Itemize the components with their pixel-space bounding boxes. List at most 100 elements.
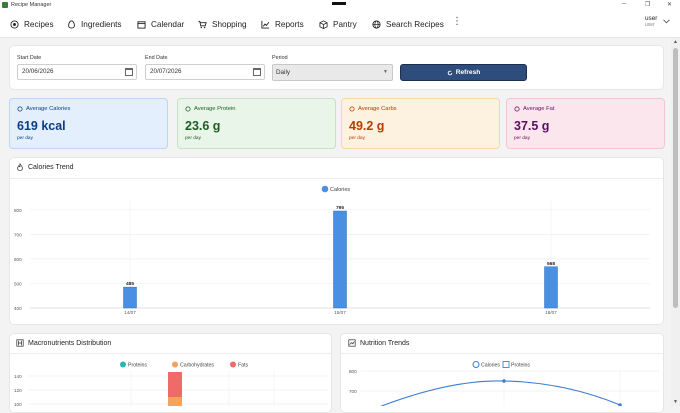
refresh-label: Refresh bbox=[455, 69, 481, 76]
stat-card-average-fat: Average Fat 37.5 g per day bbox=[506, 98, 665, 149]
window-titlebar: Recipe Manager ─ ❐ ✕ bbox=[0, 0, 680, 10]
nav-recipes[interactable]: Recipes bbox=[10, 17, 54, 31]
y-tick-label: 500 bbox=[14, 281, 22, 286]
calendar-icon[interactable] bbox=[253, 68, 261, 76]
period-value: Daily bbox=[276, 69, 290, 76]
legend-label: Proteins bbox=[511, 363, 530, 369]
globe-icon bbox=[372, 19, 381, 29]
legend-label: Proteins bbox=[128, 363, 147, 369]
calendar-icon[interactable] bbox=[125, 68, 133, 76]
nav-label: Recipes bbox=[24, 19, 54, 29]
chevron-down-icon[interactable] bbox=[663, 19, 670, 24]
start-date-value: 20/06/2026 bbox=[22, 68, 54, 75]
top-nav: Recipes Ingredients Calendar Shopping Re… bbox=[0, 10, 680, 38]
close-button[interactable]: ✕ bbox=[667, 2, 673, 8]
divider bbox=[341, 353, 663, 354]
nutrition-icon bbox=[16, 339, 24, 347]
stat-label: Average Protein bbox=[194, 106, 236, 112]
bread-icon bbox=[349, 106, 355, 112]
nav-calendar[interactable]: Calendar bbox=[137, 17, 184, 31]
nav-label: Calendar bbox=[151, 19, 185, 29]
nav-search-recipes[interactable]: Search Recipes bbox=[372, 17, 444, 31]
macronutrients-chart: Proteins Carbohydrates Fats 100 120 140 bbox=[14, 361, 328, 406]
series-line bbox=[380, 380, 621, 406]
y-tick-label: 800 bbox=[349, 369, 357, 374]
stat-label-row: Average Carbs bbox=[349, 106, 397, 112]
nav-shopping[interactable]: Shopping bbox=[198, 17, 247, 31]
scrollbar-thumb[interactable] bbox=[673, 48, 678, 308]
end-date-label: End Date bbox=[145, 55, 168, 61]
scroll-down-icon[interactable]: ▼ bbox=[673, 399, 678, 405]
period-select[interactable]: Daily ▼ bbox=[272, 64, 393, 81]
nav-label: Shopping bbox=[212, 19, 247, 29]
legend-swatch bbox=[230, 361, 236, 368]
stat-value: 37.5 g bbox=[514, 119, 550, 133]
minimize-button[interactable]: ─ bbox=[622, 1, 627, 7]
data-label: 485 bbox=[126, 281, 134, 287]
circle-dot-icon bbox=[10, 19, 19, 29]
app-icon bbox=[2, 2, 8, 8]
nav-label: Search Recipes bbox=[386, 19, 444, 29]
cart-icon bbox=[198, 20, 207, 28]
refresh-button[interactable]: Refresh bbox=[400, 64, 527, 81]
stat-sub: per day bbox=[17, 136, 33, 141]
calories-trend-title: Calories Trend bbox=[16, 163, 74, 171]
calories-chart: Calories 400 500 600 700 800 485 14/07 795 15/07 5… bbox=[14, 185, 650, 315]
flame-icon bbox=[17, 163, 23, 171]
x-tick-label: 15/07 bbox=[334, 310, 346, 315]
stat-value: 619 kcal bbox=[17, 119, 66, 133]
stat-sub: per day bbox=[349, 136, 365, 141]
data-point bbox=[502, 379, 506, 383]
data-label: 795 bbox=[336, 205, 344, 211]
stat-label-row: Average Calories bbox=[17, 106, 70, 112]
nav-pantry[interactable]: Pantry bbox=[319, 17, 357, 31]
maximize-button[interactable]: ❐ bbox=[645, 2, 651, 8]
flame-icon bbox=[17, 106, 23, 112]
leaf-icon bbox=[185, 106, 191, 112]
x-tick-label: 14/07 bbox=[124, 310, 136, 315]
legend-swatch bbox=[472, 361, 480, 368]
stat-label: Average Calories bbox=[26, 106, 71, 112]
window-title: Recipe Manager bbox=[11, 2, 52, 8]
page-scrollbar[interactable]: ▲ ▼ bbox=[671, 38, 680, 406]
egg-icon bbox=[68, 19, 75, 29]
macronutrients-title: Macronutrients Distribution bbox=[16, 339, 111, 347]
period-label: Period bbox=[272, 55, 288, 61]
nav-reports[interactable]: Reports bbox=[261, 17, 304, 31]
nutrition-trends-title: Nutrition Trends bbox=[348, 339, 409, 347]
legend-label: Fats bbox=[238, 363, 248, 369]
titlebar-marker bbox=[332, 2, 346, 5]
chart-line-icon bbox=[261, 20, 270, 29]
start-date-field[interactable]: 20/06/2026 bbox=[17, 64, 137, 80]
y-tick-label: 100 bbox=[14, 402, 22, 406]
stat-label: Average Fat bbox=[523, 106, 555, 112]
calendar-icon bbox=[137, 20, 146, 29]
section-title-text: Calories Trend bbox=[28, 163, 74, 171]
stat-card-average-calories: Average Calories 619 kcal per day bbox=[9, 98, 168, 149]
box-icon bbox=[319, 19, 328, 29]
stat-value: 49.2 g bbox=[349, 119, 385, 133]
user-menu[interactable]: user user bbox=[645, 15, 657, 29]
nav-label: Reports bbox=[275, 19, 304, 29]
end-date-field[interactable]: 20/07/2026 bbox=[145, 64, 265, 80]
legend-label: Calories bbox=[330, 187, 350, 193]
stat-sub: per day bbox=[514, 136, 530, 141]
section-title-text: Nutrition Trends bbox=[360, 339, 410, 347]
legend-swatch bbox=[321, 185, 329, 193]
scroll-up-icon[interactable]: ▲ bbox=[673, 39, 678, 45]
bar bbox=[123, 286, 137, 309]
stat-card-average-protein: Average Protein 23.6 g per day bbox=[177, 98, 336, 149]
y-tick-label: 700 bbox=[14, 232, 22, 237]
data-label: 568 bbox=[547, 261, 555, 267]
nutrition-trends-chart: Calories Proteins 800 700 bbox=[349, 361, 659, 406]
data-point bbox=[618, 403, 622, 406]
nav-ingredients[interactable]: Ingredients bbox=[67, 17, 122, 31]
section-title-text: Macronutrients Distribution bbox=[28, 339, 112, 347]
y-tick-label: 600 bbox=[14, 257, 22, 262]
more-menu-icon[interactable]: ⋮ bbox=[452, 16, 462, 27]
bar bbox=[333, 210, 347, 309]
user-name: user bbox=[645, 15, 658, 22]
bar-segment bbox=[168, 372, 182, 397]
chart-icon bbox=[348, 339, 356, 347]
stat-sub: per day bbox=[185, 136, 201, 141]
